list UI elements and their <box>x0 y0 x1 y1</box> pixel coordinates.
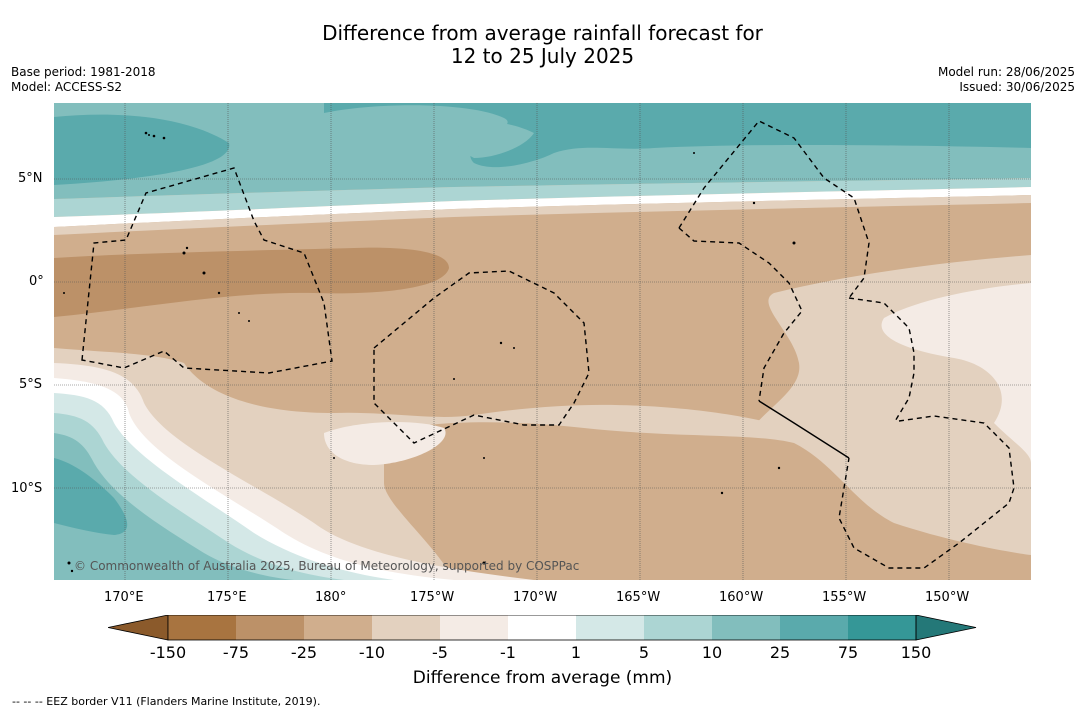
colorbar-title: Difference from average (mm) <box>412 668 673 688</box>
lon-tick-label: 170°E <box>104 590 144 605</box>
graticule <box>54 103 1031 580</box>
wet-core-southwest <box>54 458 128 535</box>
colorbar-tick-label: -1 <box>500 643 516 662</box>
right-meta: Model run: 28/06/2025 Issued: 30/06/2025 <box>938 65 1075 95</box>
eez-borders <box>81 120 1015 569</box>
colorbar-tick-label: 75 <box>837 643 859 662</box>
colorbar-segment <box>168 615 236 640</box>
lon-tick-label: 175°W <box>410 590 455 605</box>
copyright-notice: © Commonwealth of Australia 2025, Bureau… <box>74 559 579 573</box>
lon-tick-label: 155°W <box>822 590 867 605</box>
colorbar-tick-label: -10 <box>358 643 386 662</box>
lon-tick-label: 180° <box>315 590 347 605</box>
colorbar-segment <box>576 615 644 640</box>
dry-core-equatorial <box>54 247 449 317</box>
left-meta: Base period: 1981-2018 Model: ACCESS-S2 <box>11 65 156 95</box>
lat-tick-label: 5°N <box>18 171 43 186</box>
wet-core-northwest <box>54 114 230 185</box>
dry-light-patch <box>324 421 446 465</box>
band-5-10-north <box>54 178 1031 217</box>
lon-tick-label: 175°E <box>207 590 247 605</box>
colorbar-tick-label: 150 <box>900 643 932 662</box>
colorbar-tick-label: -75 <box>222 643 250 662</box>
issued-date: Issued: 30/06/2025 <box>959 80 1075 94</box>
lon-tick-label: 170°W <box>513 590 558 605</box>
base-period: Base period: 1981-2018 <box>11 65 156 79</box>
colorbar-extend-low <box>108 615 169 641</box>
colorbar-tick-label: 25 <box>769 643 791 662</box>
wet-medium-southwest <box>54 433 294 580</box>
lon-tick-label: 160°W <box>719 590 764 605</box>
map-title-line1: Difference from average rainfall forecas… <box>322 21 763 45</box>
lat-tick-label: 0° <box>29 274 44 289</box>
colorbar-segment <box>644 615 712 640</box>
colorbar-outline <box>167 615 917 641</box>
wet-patch-north <box>452 121 534 158</box>
lon-tick-label: 165°W <box>616 590 661 605</box>
colorbar-segment <box>848 615 916 640</box>
rainfall-anomaly-map: © Commonwealth of Australia 2025, Bureau… <box>54 103 1031 580</box>
colorbar-tick-label: 10 <box>701 643 723 662</box>
model-name: Model: ACCESS-S2 <box>11 80 123 94</box>
colorbar-segment <box>440 615 508 640</box>
colorbar-segment <box>304 615 372 640</box>
colorbar-segment <box>780 615 848 640</box>
band-dry-light-north <box>54 195 1031 235</box>
colorbar-segment <box>236 615 304 640</box>
colorbar-segment <box>508 615 576 640</box>
dry-very-light-east <box>881 283 1031 463</box>
colorbar <box>108 615 977 641</box>
dry-medium-south <box>384 422 1031 580</box>
lat-tick-label: 10°S <box>11 481 43 496</box>
eez-footnote: -- -- -- EEZ border V11 (Flanders Marine… <box>12 695 321 708</box>
colorbar-tick-label: -5 <box>432 643 448 662</box>
lon-tick-label: 150°W <box>925 590 970 605</box>
colorbar-extend-high <box>915 615 977 641</box>
colorbar-tick-label: 5 <box>638 643 650 662</box>
colorbar-tick-label: -150 <box>149 643 187 662</box>
colorbar-segment <box>712 615 780 640</box>
colorbar-segment <box>372 615 440 640</box>
lat-tick-label: 5°S <box>19 377 43 392</box>
map-title-line2: 12 to 25 July 2025 <box>450 44 635 68</box>
colorbar-tick-label: -25 <box>290 643 318 662</box>
boundary-line <box>758 400 850 459</box>
islands <box>63 131 796 573</box>
band-neutral-north <box>54 187 1031 227</box>
model-run: Model run: 28/06/2025 <box>937 65 1075 79</box>
colorbar-tick-label: 1 <box>570 643 582 662</box>
